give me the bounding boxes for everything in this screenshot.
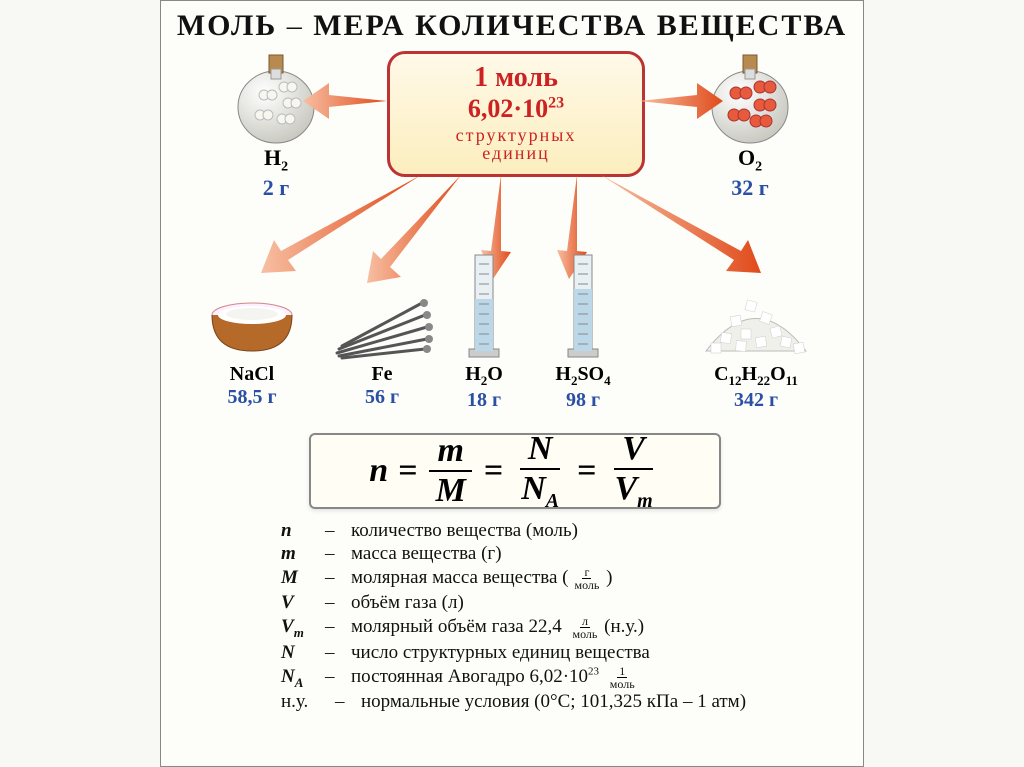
sample-h2o-mass: 18 г [439, 389, 529, 412]
sample-h2o: H2O 18 г [439, 249, 529, 412]
page-title: МОЛЬ – МЕРА КОЛИЧЕСТВА ВЕЩЕСТВА [161, 9, 863, 43]
eq-frac-2: N NA [513, 432, 567, 511]
legend-row-Vm: Vm – молярный объём газа 22,4 лмоль (н.у… [281, 615, 841, 641]
eq-frac-3: V Vm [606, 432, 660, 511]
flask-icon [226, 47, 326, 147]
eq-n: n [369, 452, 388, 490]
sample-nacl-mass: 58,5 г [187, 386, 317, 409]
bowl-icon [202, 291, 302, 361]
sample-h2o-formula: H2O [439, 363, 529, 389]
sample-h2so4-formula: H2SO4 [533, 363, 633, 389]
flask-h2-formula: H2 [221, 145, 331, 175]
panel-line-1: 1 моль [390, 64, 642, 92]
legend-row-M: M – молярная масса вещества (гмоль ) [281, 566, 841, 591]
flask-icon [700, 47, 800, 147]
sample-sugar-mass: 342 г [671, 389, 841, 412]
title-dash: – [287, 9, 304, 42]
eq-sign: = [577, 452, 596, 490]
panel-line-3: структурных [390, 126, 642, 144]
flask-h2: H2 2 г [221, 47, 331, 177]
legend-row-N: N – число структурных единиц вещества [281, 642, 841, 664]
sample-fe-formula: Fe [317, 363, 447, 386]
eq-frac-1: m M [428, 434, 474, 508]
legend-row-V: V – объём газа (л) [281, 592, 841, 614]
flask-o2: O2 32 г [695, 47, 805, 177]
flask-o2-formula: O2 [695, 145, 805, 175]
panel-line-2: 6,02·1023 [390, 92, 642, 126]
sample-fe-mass: 56 г [317, 386, 447, 409]
flask-h2-mass: 2 г [221, 175, 331, 201]
panel-line-4: единиц [390, 144, 642, 164]
sample-fe: Fe 56 г [317, 291, 447, 409]
poster: МОЛЬ – МЕРА КОЛИЧЕСТВА ВЕЩЕСТВА 1 моль 6… [160, 0, 864, 767]
sample-sugar-formula: C12H22O11 [671, 363, 841, 389]
pile-icon [686, 281, 826, 361]
title-word-1: МОЛЬ [177, 9, 277, 42]
eq-sign: = [484, 452, 503, 490]
sample-h2so4: H2SO4 98 г [533, 249, 633, 412]
sample-nacl: NaCl 58,5 г [187, 291, 317, 409]
legend-row-m: m – масса вещества (г) [281, 543, 841, 565]
sample-h2so4-mass: 98 г [533, 389, 633, 412]
sample-sugar: C12H22O11 342 г [671, 281, 841, 412]
eq-sign: = [398, 452, 417, 490]
legend-row-n: n – количество вещества (моль) [281, 520, 841, 542]
cylinder-icon [459, 249, 509, 361]
cylinder-icon [558, 249, 608, 361]
legend: n – количество вещества (моль) m – масса… [281, 519, 841, 714]
legend-row-NA: NA – постоянная Авогадро 6,02·1023 1моль [281, 665, 841, 691]
title-rest: МЕРА КОЛИЧЕСТВА ВЕЩЕСТВА [313, 9, 847, 42]
legend-row-nu: н.у. – нормальные условия (0°C; 101,325 … [281, 691, 841, 713]
sample-nacl-formula: NaCl [187, 363, 317, 386]
avogadro-panel: 1 моль 6,02·1023 структурных единиц [387, 51, 645, 177]
flask-o2-mass: 32 г [695, 175, 805, 201]
nails-icon [327, 291, 437, 361]
mole-equation: n = m M = N NA = V Vm [309, 433, 721, 509]
